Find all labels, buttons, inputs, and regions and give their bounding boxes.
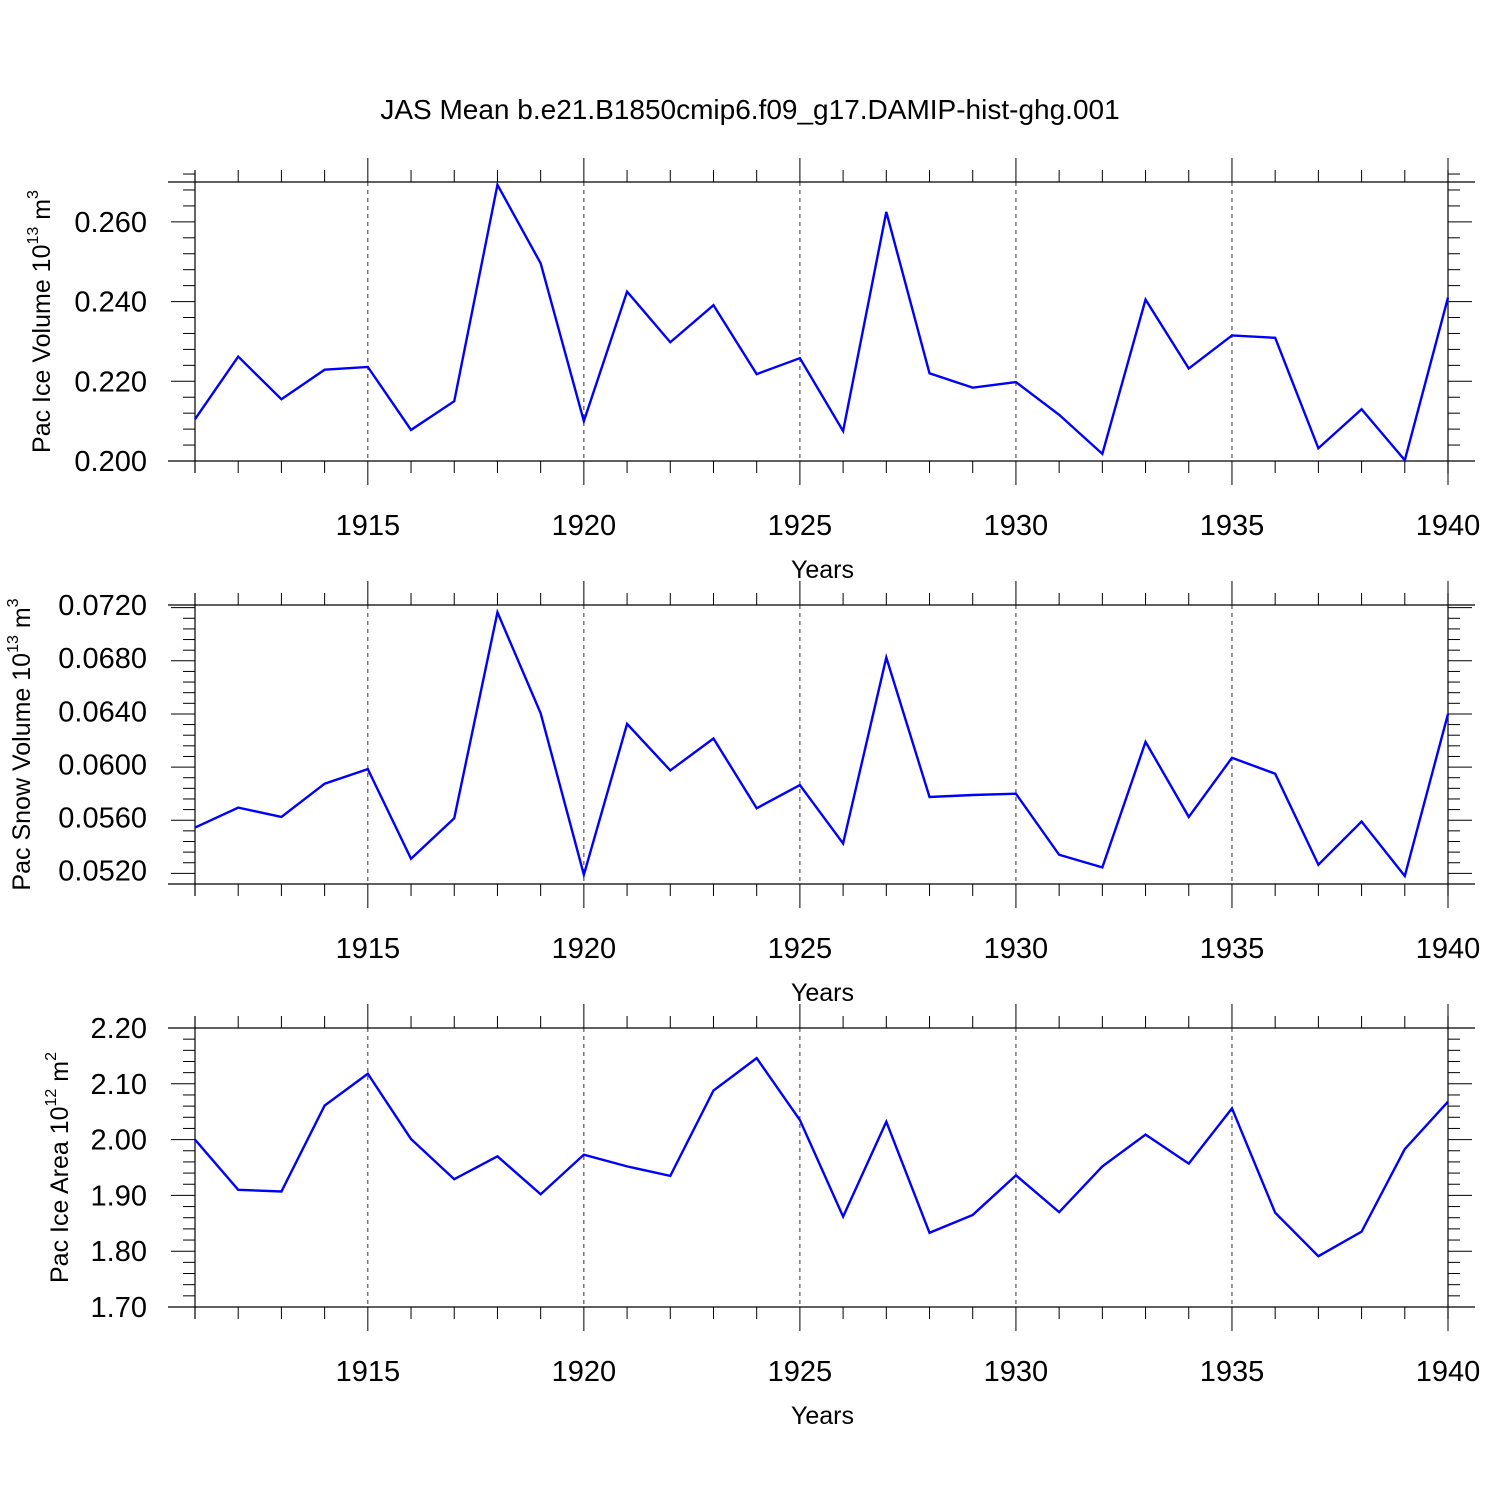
- series-line: [194, 1056, 1449, 1258]
- x-tick-label: 1935: [1200, 510, 1265, 542]
- y-axis-title-text: Pac Ice Area 10: [46, 1106, 74, 1283]
- y-axis-title-unit: m: [46, 1061, 74, 1089]
- y-axis-title-unit-exponent: 2: [43, 1052, 60, 1061]
- y-tick-label: 0.200: [74, 446, 147, 478]
- y-axis-title-text: Pac Snow Volume 10: [8, 653, 36, 891]
- y-axis-title-unit-exponent: 3: [25, 190, 42, 199]
- y-axis-title: Pac Snow Volume 1013 m3: [5, 598, 37, 890]
- y-tick-label: 0.0720: [58, 590, 147, 622]
- y-tick-label: 0.260: [74, 207, 147, 239]
- x-tick-label: 1915: [336, 510, 401, 542]
- y-tick-label: 2.20: [91, 1013, 147, 1045]
- x-tick-label: 1925: [768, 933, 833, 965]
- y-axis-title-unit-exponent: 3: [5, 598, 22, 607]
- x-tick-label: 1935: [1200, 1356, 1265, 1388]
- y-axis-title-exponent: 13: [25, 227, 42, 245]
- panel-1: 1915 1920 1925 1930 1935 1940 Years 0.200 0.220 0…: [25, 158, 1481, 584]
- x-tick-label: 1930: [984, 1356, 1049, 1388]
- y-tick-label: 0.0600: [58, 749, 147, 781]
- series-line: [194, 608, 1450, 880]
- x-tick-label: 1920: [552, 1356, 617, 1388]
- x-tick-label: 1915: [336, 1356, 401, 1388]
- x-tick-label: 1915: [336, 933, 401, 965]
- x-tick-label: 1940: [1416, 933, 1481, 965]
- panel-3: 1915 1920 1925 1930 1935 1940 Years 1.70 1.80 1.9…: [43, 1004, 1481, 1430]
- chart-title: JAS Mean b.e21.B1850cmip6.f09_g17.DAMIP-…: [380, 94, 1119, 125]
- chart-panels: 1915 1920 1925 1930 1935 1940 Years 0.200 0.220 0…: [5, 158, 1481, 1430]
- x-tick-label: 1920: [552, 510, 617, 542]
- y-tick-label: 0.0640: [58, 696, 147, 728]
- panel-2: 1915 1920 1925 1930 1935 1940 Years 0.0520 0.056…: [5, 581, 1481, 1007]
- x-axis-title: Years: [791, 1402, 854, 1430]
- y-axis-title: Pac Ice Volume 1013 m3: [25, 190, 57, 453]
- y-axis-title-exponent: 13: [5, 635, 22, 653]
- y-tick-label: 0.0560: [58, 803, 147, 835]
- x-tick-label: 1930: [984, 933, 1049, 965]
- y-axis-title-exponent: 12: [43, 1089, 60, 1107]
- x-tick-label: 1925: [768, 1356, 833, 1388]
- y-axis-title-text: Pac Ice Volume 10: [28, 245, 56, 453]
- x-tick-label: 1925: [768, 510, 833, 542]
- y-tick-label: 1.70: [91, 1292, 147, 1324]
- series-line: [194, 181, 1450, 463]
- x-axis-title: Years: [791, 979, 854, 1007]
- y-tick-label: 1.80: [91, 1236, 147, 1268]
- y-axis-title-unit: m: [28, 199, 56, 227]
- y-tick-label: 2.00: [91, 1125, 147, 1157]
- x-axis-title: Years: [791, 556, 854, 584]
- y-axis-title: Pac Ice Area 1012 m2: [43, 1052, 75, 1283]
- y-tick-label: 2.10: [91, 1069, 147, 1101]
- y-tick-label: 0.0520: [58, 856, 147, 888]
- x-tick-label: 1940: [1416, 1356, 1481, 1388]
- y-tick-label: 0.0680: [58, 643, 147, 675]
- x-tick-label: 1940: [1416, 510, 1481, 542]
- x-tick-label: 1920: [552, 933, 617, 965]
- y-tick-label: 0.240: [74, 287, 147, 319]
- x-tick-label: 1935: [1200, 933, 1265, 965]
- y-axis-title-unit: m: [8, 607, 36, 635]
- y-tick-label: 1.90: [91, 1180, 147, 1212]
- y-tick-label: 0.220: [74, 366, 147, 398]
- x-tick-label: 1930: [984, 510, 1049, 542]
